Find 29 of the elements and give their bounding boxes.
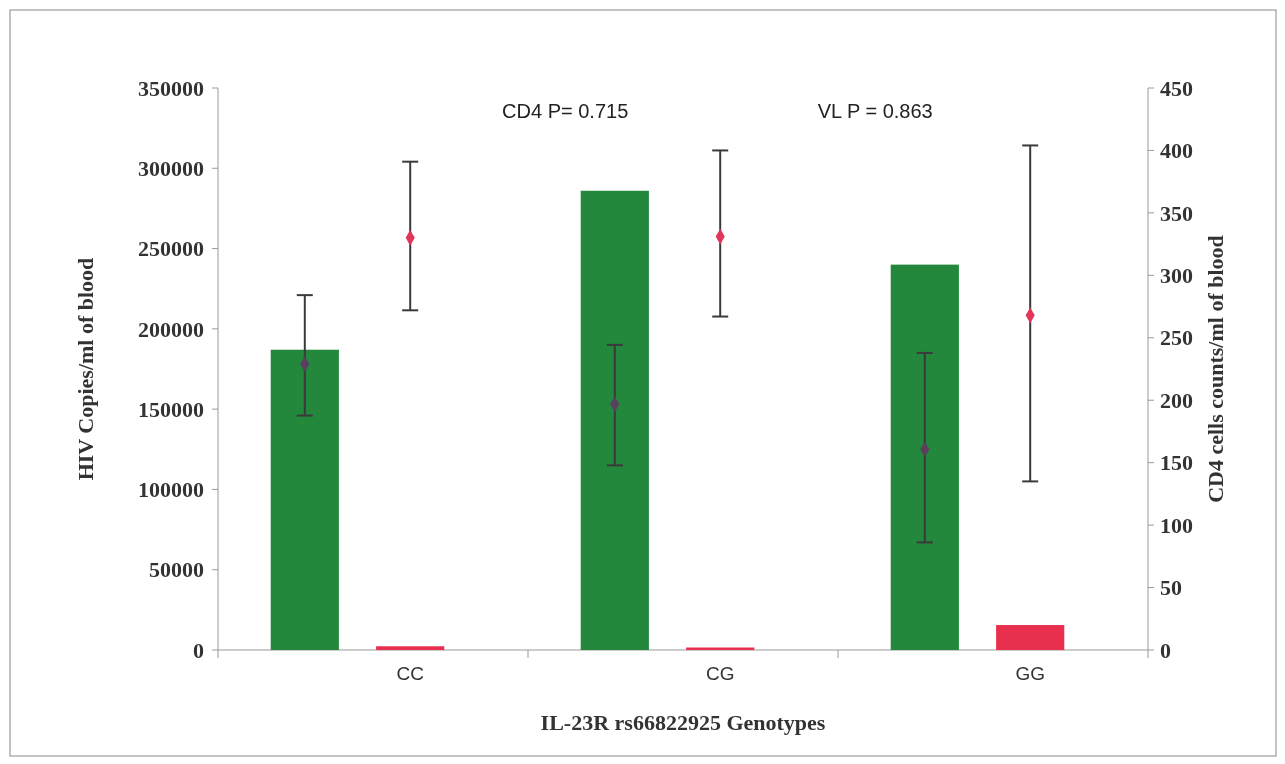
bar <box>270 349 339 650</box>
y2-tick-label: 0 <box>1160 637 1171 663</box>
y-axis-title: HIV Copies/ml of blood <box>73 257 98 481</box>
y-tick-label: 100000 <box>138 477 204 503</box>
y-tick-label: 350000 <box>138 75 204 101</box>
y-tick-label: 50000 <box>149 557 204 583</box>
y2-tick-label: 150 <box>1160 450 1193 476</box>
y2-tick-label: 250 <box>1160 325 1193 351</box>
x-tick-label: CG <box>705 663 735 684</box>
y-tick-label: 150000 <box>138 396 204 422</box>
y2-tick-label: 400 <box>1160 138 1193 164</box>
bar <box>580 190 649 650</box>
annotation: CD4 P= 0.715 <box>502 100 629 122</box>
y2-tick-label: 350 <box>1160 200 1193 226</box>
bar <box>890 264 959 650</box>
x-tick-label: CC <box>396 663 424 684</box>
y2-tick-label: 200 <box>1160 387 1193 413</box>
y2-axis-title: CD4 cells counts/ml of blood <box>1203 235 1228 503</box>
annotation: VL P = 0.863 <box>817 100 933 122</box>
y-tick-label: 250000 <box>138 236 204 262</box>
y-tick-label: 0 <box>193 637 204 663</box>
x-tick-label: GG <box>1015 663 1045 684</box>
y-tick-label: 200000 <box>138 316 204 342</box>
y2-tick-label: 50 <box>1160 575 1182 601</box>
x-axis-title: IL-23R rs66822925 Genotypes <box>540 710 826 735</box>
y2-tick-label: 300 <box>1160 263 1193 289</box>
y2-tick-label: 450 <box>1160 75 1193 101</box>
y2-tick-label: 100 <box>1160 512 1193 538</box>
y-tick-label: 300000 <box>138 155 204 181</box>
